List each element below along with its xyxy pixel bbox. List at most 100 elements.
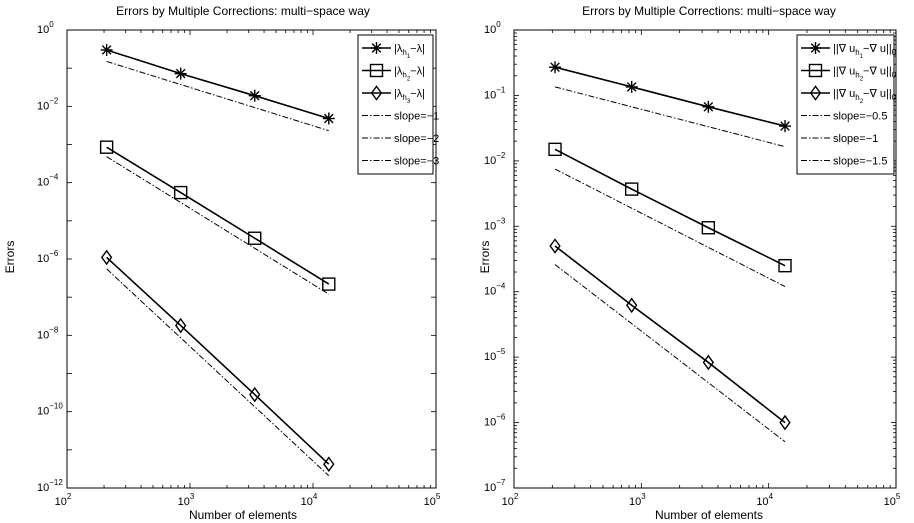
x-axis-ticks	[66, 30, 431, 488]
series-3	[100, 249, 335, 473]
series-6	[106, 268, 330, 477]
legend-marker	[808, 63, 823, 78]
legend-label: |λh3−λ|	[394, 88, 425, 105]
series-line	[554, 264, 786, 443]
legend-label: slope=−1.5	[833, 156, 887, 168]
x-tick-label: 105	[424, 492, 441, 508]
x-tick-label: 103	[178, 492, 195, 508]
y-tick-label: 10−4	[37, 173, 59, 189]
y-axis-label: Errors	[3, 241, 17, 274]
data-point	[323, 456, 335, 473]
series-line	[106, 49, 330, 120]
data-point	[626, 297, 638, 314]
legend-label: |λh1−λ|	[394, 43, 425, 60]
data-point	[100, 43, 113, 56]
data-point	[248, 89, 261, 102]
data-point	[702, 100, 715, 113]
y-tick-label: 10−4	[484, 282, 506, 298]
y-tick-label: 10−2	[37, 96, 59, 112]
y-tick-label: 10−6	[37, 249, 59, 265]
series-line	[106, 146, 330, 285]
series-2	[99, 140, 336, 291]
legend-marker	[809, 85, 822, 101]
data-point	[100, 249, 113, 266]
legend-box	[796, 34, 895, 175]
data-point	[322, 112, 335, 125]
legend-label: slope=−2	[394, 133, 439, 145]
y-tick-label: 10−7	[484, 478, 506, 494]
series-line	[554, 168, 786, 287]
x-axis-label: Number of elements	[189, 508, 297, 522]
x-tick-label: 103	[629, 492, 646, 508]
x-tick-label: 102	[502, 492, 519, 508]
series-4	[106, 60, 329, 132]
legend-label: slope=−0.5	[833, 111, 887, 123]
data-point	[779, 120, 792, 133]
legend-label: |λh2−λ|	[394, 66, 425, 83]
series-5	[106, 156, 330, 295]
x-tick-label: 105	[884, 492, 901, 508]
y-tick-label: 10−3	[484, 216, 506, 232]
data-point	[548, 142, 562, 157]
series-line	[106, 156, 330, 295]
y-axis-label: Errors	[478, 241, 492, 274]
series-2	[548, 142, 792, 273]
x-axis-ticks	[513, 30, 891, 488]
data-point	[778, 258, 792, 273]
series-1	[100, 43, 335, 125]
series-line	[554, 66, 786, 127]
series-4	[554, 86, 786, 148]
series-line	[106, 268, 330, 477]
y-tick-label: 10−5	[484, 347, 506, 363]
x-tick-label: 102	[55, 492, 72, 508]
plot-area	[513, 29, 897, 489]
series-5	[554, 168, 786, 287]
chart-title: Errors by Multiple Corrections: multi−sp…	[116, 4, 370, 18]
chart-right: Errors by Multiple Corrections: multi−sp…	[478, 4, 901, 522]
data-point	[99, 140, 114, 154]
y-tick-label: 10−12	[37, 478, 63, 494]
data-point	[174, 67, 187, 80]
series-3	[549, 238, 791, 431]
y-tick-label: 100	[484, 20, 501, 36]
x-tick-label: 104	[756, 492, 773, 508]
y-tick-label: 100	[37, 20, 54, 36]
y-tick-label: 10−6	[484, 413, 506, 429]
legend-marker	[370, 42, 383, 54]
series-line	[554, 245, 786, 424]
x-tick-label: 104	[301, 492, 318, 508]
data-point	[549, 61, 562, 74]
legend-box	[357, 34, 434, 175]
data-point	[625, 80, 638, 93]
legend-label: slope=−1	[394, 111, 439, 123]
legend-label: ||∇ uh1−∇ u||0	[833, 43, 897, 60]
y-tick-label: 10−2	[484, 151, 506, 167]
series-1	[549, 61, 792, 133]
legend-marker	[809, 42, 822, 54]
series-6	[554, 264, 786, 443]
data-point	[248, 231, 262, 245]
data-point	[249, 386, 261, 403]
series-line	[106, 256, 330, 465]
series-line	[554, 86, 786, 148]
y-tick-label: 10−1	[484, 85, 506, 101]
series-line	[106, 60, 329, 132]
legend: |λh1−λ| |λh2−λ| |λh3−λ| slope=−1 slope=−2 slo…	[357, 34, 439, 175]
y-tick-label: 10−10	[37, 402, 63, 418]
x-axis-label: Number of elements	[655, 508, 763, 522]
legend-label: slope=−1	[833, 133, 878, 145]
data-point	[624, 182, 639, 196]
y-tick-label: 10−8	[37, 325, 59, 341]
legend-label: ||∇ uh2−∇ u||0	[833, 88, 897, 105]
legend-label: ||∇ uh2−∇ u||0	[833, 66, 897, 83]
data-point	[173, 185, 188, 200]
data-point	[322, 277, 336, 291]
legend-label: slope=−3	[394, 156, 439, 168]
data-point	[175, 317, 187, 334]
series-line	[554, 148, 786, 267]
data-point	[549, 238, 561, 254]
legend: ||∇ uh1−∇ u||0 ||∇ uh2−∇ u||0 ||∇ uh2−∇ u|…	[796, 34, 897, 175]
legend-marker	[369, 63, 384, 78]
legend-marker	[370, 85, 383, 101]
